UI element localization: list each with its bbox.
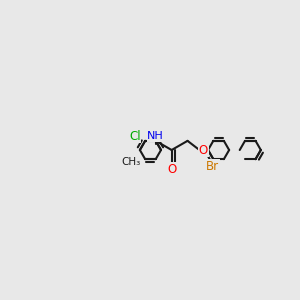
Text: CH₃: CH₃ xyxy=(121,157,141,167)
Text: Cl: Cl xyxy=(129,130,141,143)
Text: O: O xyxy=(167,163,176,176)
Text: NH: NH xyxy=(147,131,164,141)
Text: O: O xyxy=(199,143,208,157)
Text: Br: Br xyxy=(206,160,219,173)
